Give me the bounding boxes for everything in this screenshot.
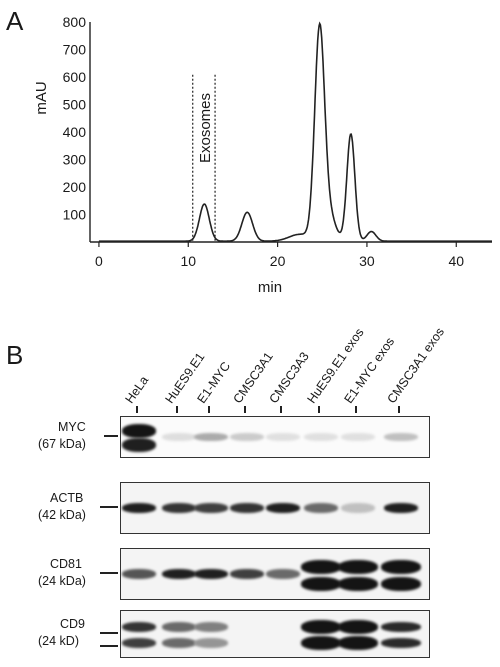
blot-band	[122, 622, 156, 633]
y-tick-label: 300	[63, 152, 87, 168]
protein-name: CD81	[50, 557, 82, 571]
band-pointer	[100, 572, 118, 574]
blot-band	[341, 433, 375, 441]
blot-band	[162, 433, 196, 441]
blot-band	[162, 638, 196, 649]
y-tick-label: 600	[63, 69, 87, 85]
blot-band	[194, 638, 228, 649]
lane-label: HeLa	[122, 373, 152, 406]
blot-band	[162, 569, 196, 579]
blot-band	[122, 569, 156, 579]
blot-band	[230, 433, 264, 441]
blot-band	[381, 559, 421, 574]
lane-tick	[318, 406, 320, 413]
blot-band	[301, 620, 341, 635]
y-tick-label: 100	[63, 207, 87, 223]
y-tick-label: 700	[63, 42, 87, 58]
protein-name: ACTB	[50, 491, 84, 505]
blot-band	[338, 577, 378, 591]
blot-band	[194, 569, 228, 579]
molecular-weight: (42 kDa)	[38, 508, 86, 522]
chart-axes: 0 10 20 30 40 100 200 300 400 500 600 700 800	[63, 14, 492, 269]
x-axis-label: min	[258, 279, 282, 296]
blot-band	[194, 433, 228, 441]
blot-band	[266, 433, 300, 441]
y-tick-label: 800	[63, 14, 87, 30]
protein-name: MYC	[58, 420, 86, 434]
lane-label: CMSC3A1 exos	[384, 325, 448, 406]
lane-tick	[208, 406, 210, 413]
blot-band	[122, 503, 156, 513]
blot-band	[301, 559, 341, 574]
x-tick-label: 10	[180, 253, 196, 269]
band-pointer	[100, 645, 118, 647]
blot-band	[338, 636, 378, 651]
blot-band	[230, 569, 264, 579]
molecular-weight: (24 kDa)	[38, 574, 86, 588]
blot-band	[122, 638, 156, 649]
chromatogram-chart: 0 10 20 30 40 100 200 300 400 500 600 700 800 Exosom…	[33, 14, 492, 296]
band-pointer	[100, 506, 118, 508]
x-tick-label: 40	[448, 253, 464, 269]
lane-tick	[136, 406, 138, 413]
y-tick-label: 400	[63, 124, 87, 140]
blot-band	[304, 503, 338, 513]
blot-band	[384, 433, 418, 441]
blot-band	[341, 503, 375, 513]
blot-band	[266, 503, 300, 513]
lane-tick	[176, 406, 178, 413]
y-tick-label: 200	[63, 179, 87, 195]
lane-tick	[355, 406, 357, 413]
row-label-cd9: CD9 (24 kD)	[38, 616, 85, 650]
row-label-actb: ACTB (42 kDa)	[38, 490, 86, 524]
x-tick-label: 0	[95, 253, 103, 269]
blot-band	[338, 620, 378, 635]
molecular-weight: (67 kDa)	[38, 437, 86, 451]
blot-strip-cd9	[120, 610, 430, 658]
row-label-cd81: CD81 (24 kDa)	[38, 556, 86, 590]
band-pointer	[100, 632, 118, 634]
western-blot-panel: HeLa HuES9.E1 E1-MYC CMSC3A1 CMSC3A3 HuES9.E1…	[0, 325, 500, 667]
protein-name: CD9	[60, 617, 86, 631]
blot-band	[338, 559, 378, 574]
lane-tick	[280, 406, 282, 413]
blot-band	[301, 636, 341, 651]
y-axis-label: mAU	[33, 81, 50, 114]
blot-band	[194, 503, 228, 513]
blot-band	[304, 433, 338, 441]
blot-band	[266, 569, 300, 579]
molecular-weight: (24 kD)	[38, 634, 79, 648]
blot-strip-actb	[120, 482, 430, 534]
blot-band	[162, 503, 196, 513]
blot-band	[122, 424, 156, 438]
y-tick-label: 500	[63, 97, 87, 113]
blot-band	[384, 503, 418, 513]
blot-strip-myc	[120, 416, 430, 458]
lane-tick	[244, 406, 246, 413]
row-label-myc: MYC (67 kDa)	[38, 419, 86, 453]
panel-b-label: B	[6, 340, 24, 370]
band-pointer	[104, 435, 118, 437]
blot-band	[381, 622, 421, 633]
blot-strip-cd81	[120, 548, 430, 600]
blot-band	[230, 503, 264, 513]
blot-band	[381, 577, 421, 591]
lane-tick	[398, 406, 400, 413]
x-tick-label: 20	[270, 253, 286, 269]
blot-band	[381, 638, 421, 649]
blot-band	[194, 622, 228, 633]
x-tick-label: 30	[359, 253, 375, 269]
blot-band	[122, 438, 156, 452]
exosomes-annotation: Exosomes	[197, 93, 214, 163]
blot-band	[162, 622, 196, 633]
chromatogram-trace	[98, 21, 492, 242]
panel-a-label: A	[6, 6, 24, 36]
blot-band	[301, 577, 341, 591]
